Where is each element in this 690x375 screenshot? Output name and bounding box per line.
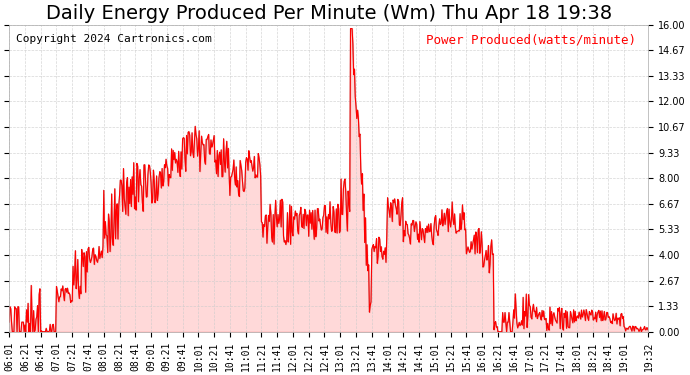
Text: Copyright 2024 Cartronics.com: Copyright 2024 Cartronics.com xyxy=(16,34,211,44)
Title: Daily Energy Produced Per Minute (Wm) Thu Apr 18 19:38: Daily Energy Produced Per Minute (Wm) Th… xyxy=(46,4,612,23)
Text: Power Produced(watts/minute): Power Produced(watts/minute) xyxy=(426,34,635,47)
